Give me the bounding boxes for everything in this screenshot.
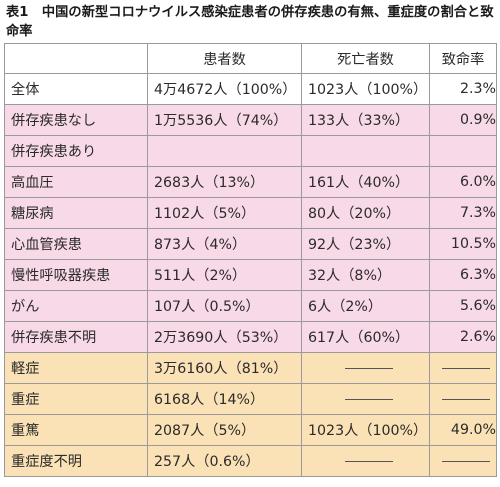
table-title: 表1 中国の新型コロナウイルス感染症患者の併存疾患の有無、重症度の割合と致命率 [6,5,494,39]
deaths-cell: 92人（23%） [301,228,430,260]
row-label: 重症 [4,383,148,415]
table-row: 慢性呼吸器疾患 511人（2%） 32人（8%） 6.3% [4,259,497,291]
table-row: 軽症 3万6160人（81%） [4,352,497,384]
fatality-cell: 10.5% [429,228,497,260]
table-row: 併存疾患なし 1万5536人（74%） 133人（33%） 0.9% [4,104,497,136]
row-label: がん [4,290,148,322]
deaths-cell: 80人（20%） [301,197,430,229]
row-label: 併存疾患不明 [4,321,148,353]
table-row: 高血圧 2683人（13%） 161人（40%） 6.0% [4,166,497,198]
patients-cell: 873人（4%） [147,228,302,260]
header-blank [4,43,148,74]
patients-cell: 257人（0.6%） [147,445,302,477]
fatality-cell: 6.3% [429,259,497,291]
deaths-cell: 1023人（100%） [301,414,430,446]
deaths-cell: 133人（33%） [301,104,430,136]
patients-cell: 6168人（14%） [147,383,302,415]
row-label: 重篤 [4,414,148,446]
table-row: 併存疾患あり [4,135,497,167]
deaths-cell [301,445,430,477]
deaths-cell: 617人（60%） [301,321,430,353]
dash-mark [442,460,490,462]
table-header-row: 患者数 死亡者数 致命率 [4,43,497,74]
row-label: 心血管疾患 [4,228,148,260]
fatality-cell: 5.6% [429,290,497,322]
fatality-cell: 2.6% [429,321,497,353]
table-row: 併存疾患不明 2万3690人（53%） 617人（60%） 2.6% [4,321,497,353]
row-label: 慢性呼吸器疾患 [4,259,148,291]
fatality-cell: 2.3% [429,73,497,105]
dash-mark [344,367,393,369]
dash-mark [442,398,490,400]
deaths-cell [301,352,430,384]
dash-mark [344,398,393,400]
patients-cell: 3万6160人（81%） [147,352,302,384]
data-table: 患者数 死亡者数 致命率 全体 4万4672人（100%） 1023人（100%… [4,43,497,477]
header-patients: 患者数 [147,43,302,74]
fatality-cell: 7.3% [429,197,497,229]
row-label: 糖尿病 [4,197,148,229]
patients-cell: 1万5536人（74%） [147,104,302,136]
fatality-cell [429,383,497,415]
table-row: 重篤 2087人（5%） 1023人（100%） 49.0% [4,414,497,446]
table-row: 重症度不明 257人（0.6%） [4,445,497,477]
patients-cell: 511人（2%） [147,259,302,291]
row-label: 併存疾患なし [4,104,148,136]
row-label: 併存疾患あり [4,135,148,167]
header-deaths: 死亡者数 [301,43,430,74]
table-row: 糖尿病 1102人（5%） 80人（20%） 7.3% [4,197,497,229]
fatality-cell [429,445,497,477]
patients-cell: 2087人（5%） [147,414,302,446]
header-fatality: 致命率 [429,43,497,74]
patients-cell: 2683人（13%） [147,166,302,198]
table-row: 全体 4万4672人（100%） 1023人（100%） 2.3% [4,73,497,105]
patients-cell: 1102人（5%） [147,197,302,229]
table-row: 重症 6168人（14%） [4,383,497,415]
table-row: 心血管疾患 873人（4%） 92人（23%） 10.5% [4,228,497,260]
fatality-cell: 6.0% [429,166,497,198]
row-label: 高血圧 [4,166,148,198]
patients-cell: 4万4672人（100%） [147,73,302,105]
deaths-cell: 1023人（100%） [301,73,430,105]
fatality-cell: 0.9% [429,104,497,136]
row-label: 重症度不明 [4,445,148,477]
fatality-cell [429,352,497,384]
deaths-cell: 161人（40%） [301,166,430,198]
dash-mark [442,367,490,369]
dash-mark [344,460,393,462]
deaths-cell [301,383,430,415]
deaths-cell: 32人（8%） [301,259,430,291]
patients-cell [147,135,302,167]
patients-cell: 107人（0.5%） [147,290,302,322]
row-label: 全体 [4,73,148,105]
patients-cell: 2万3690人（53%） [147,321,302,353]
row-label: 軽症 [4,352,148,384]
table-row: がん 107人（0.5%） 6人（2%） 5.6% [4,290,497,322]
fatality-cell [429,135,497,167]
deaths-cell [301,135,430,167]
fatality-cell: 49.0% [429,414,497,446]
deaths-cell: 6人（2%） [301,290,430,322]
